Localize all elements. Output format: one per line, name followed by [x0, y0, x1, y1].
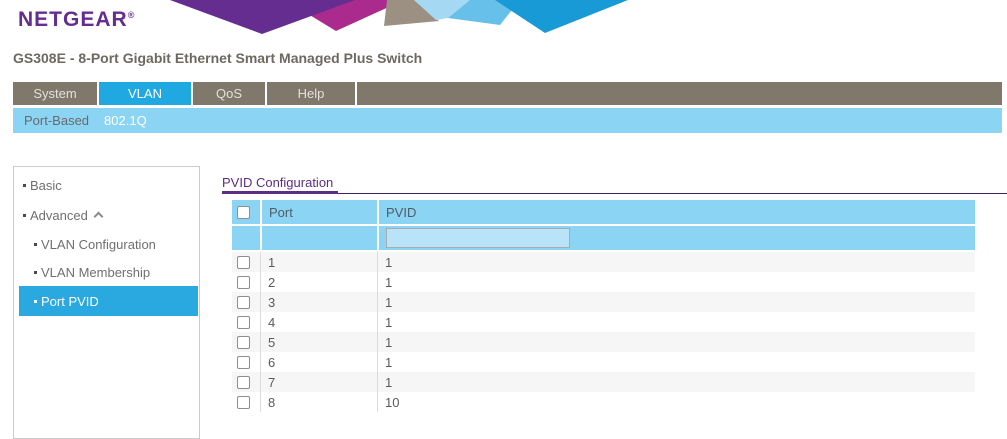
device-title: GS308E - 8-Port Gigabit Ethernet Smart M… — [13, 50, 423, 66]
filter-checkbox-cell — [232, 226, 260, 250]
pvid-cell: 1 — [377, 332, 975, 352]
port-cell: 6 — [260, 352, 377, 372]
pvid-table: Port PVID 1 1 2 1 3 1 4 1 5 1 6 1 7 1 8 10 — [232, 200, 975, 412]
sidebar-item-port-pvid[interactable]: Port PVID — [19, 286, 198, 316]
row-checkbox-cell — [232, 292, 260, 312]
section-title: PVID Configuration — [222, 175, 334, 190]
main-nav: System VLAN QoS Help — [13, 82, 1002, 105]
pvid-cell: 1 — [377, 352, 975, 372]
port-cell: 1 — [260, 252, 377, 272]
row-checkbox-cell — [232, 272, 260, 292]
table-row: 8 10 — [232, 392, 975, 412]
row-checkbox[interactable] — [237, 355, 250, 369]
row-checkbox[interactable] — [237, 335, 250, 349]
row-checkbox-cell — [232, 332, 260, 352]
port-cell: 5 — [260, 332, 377, 352]
bullet-icon — [23, 213, 26, 217]
column-header-port: Port — [262, 200, 377, 224]
port-cell: 2 — [260, 272, 377, 292]
row-checkbox-cell — [232, 392, 260, 412]
sidebar-item-advanced[interactable]: Advanced — [14, 200, 199, 230]
row-checkbox[interactable] — [237, 375, 250, 389]
tab-help[interactable]: Help — [267, 82, 357, 105]
sidebar-item-label: Port PVID — [41, 293, 99, 309]
section-title-underline — [222, 191, 338, 194]
row-checkbox[interactable] — [237, 395, 250, 409]
bullet-icon — [34, 299, 37, 303]
table-body: 1 1 2 1 3 1 4 1 5 1 6 1 7 1 8 10 — [232, 252, 975, 412]
row-checkbox[interactable] — [237, 255, 250, 269]
port-cell: 4 — [260, 312, 377, 332]
sub-nav: Port-Based 802.1Q — [13, 108, 1002, 133]
row-checkbox-cell — [232, 352, 260, 372]
subnav-item-port-based[interactable]: Port-Based — [24, 113, 90, 128]
sidebar-item-basic[interactable]: Basic — [14, 170, 199, 200]
port-cell: 8 — [260, 392, 377, 412]
bullet-icon — [34, 270, 37, 274]
sidebar-item-vlan-configuration[interactable]: VLAN Configuration — [14, 230, 199, 258]
pvid-cell: 10 — [377, 392, 975, 412]
tab-qos[interactable]: QoS — [193, 82, 267, 105]
row-checkbox[interactable] — [237, 315, 250, 329]
bullet-icon — [23, 183, 26, 187]
port-cell: 7 — [260, 372, 377, 392]
sidebar-item-label: Advanced — [30, 207, 88, 223]
header-banner-graphic — [170, 0, 628, 34]
pvid-cell: 1 — [377, 292, 975, 312]
row-checkbox[interactable] — [237, 295, 250, 309]
table-header-row: Port PVID — [232, 200, 975, 224]
sidebar-item-label: VLAN Configuration — [41, 236, 156, 252]
section-title-rule — [222, 193, 1007, 194]
sidebar-item-label: VLAN Membership — [41, 264, 151, 280]
select-all-cell — [232, 200, 260, 224]
tab-system[interactable]: System — [13, 82, 99, 105]
pvid-cell: 1 — [377, 312, 975, 332]
row-checkbox[interactable] — [237, 275, 250, 289]
filter-pvid-cell — [379, 226, 975, 250]
pvid-cell: 1 — [377, 252, 975, 272]
column-header-pvid: PVID — [379, 200, 975, 224]
registered-trademark: ® — [127, 10, 136, 20]
select-all-checkbox[interactable] — [237, 205, 250, 219]
pvid-input[interactable] — [386, 228, 570, 248]
row-checkbox-cell — [232, 312, 260, 332]
subnav-item-802-1q[interactable]: 802.1Q — [104, 113, 147, 128]
collapse-caret-up-icon[interactable] — [93, 211, 104, 222]
filter-port-cell — [262, 226, 377, 250]
table-filter-row — [232, 226, 975, 250]
tab-vlan[interactable]: VLAN — [99, 82, 193, 105]
sidebar-item-label: Basic — [30, 177, 62, 193]
port-cell: 3 — [260, 292, 377, 312]
row-checkbox-cell — [232, 372, 260, 392]
pvid-cell: 1 — [377, 372, 975, 392]
netgear-logo: NETGEAR® — [18, 8, 135, 32]
pvid-cell: 1 — [377, 272, 975, 292]
sidebar-menu: Basic Advanced VLAN Configuration VLAN Memb… — [13, 166, 200, 439]
row-checkbox-cell — [232, 252, 260, 272]
bullet-icon — [34, 242, 37, 246]
sidebar-item-vlan-membership[interactable]: VLAN Membership — [14, 258, 199, 286]
netgear-logo-text: NETGEAR — [18, 8, 128, 31]
